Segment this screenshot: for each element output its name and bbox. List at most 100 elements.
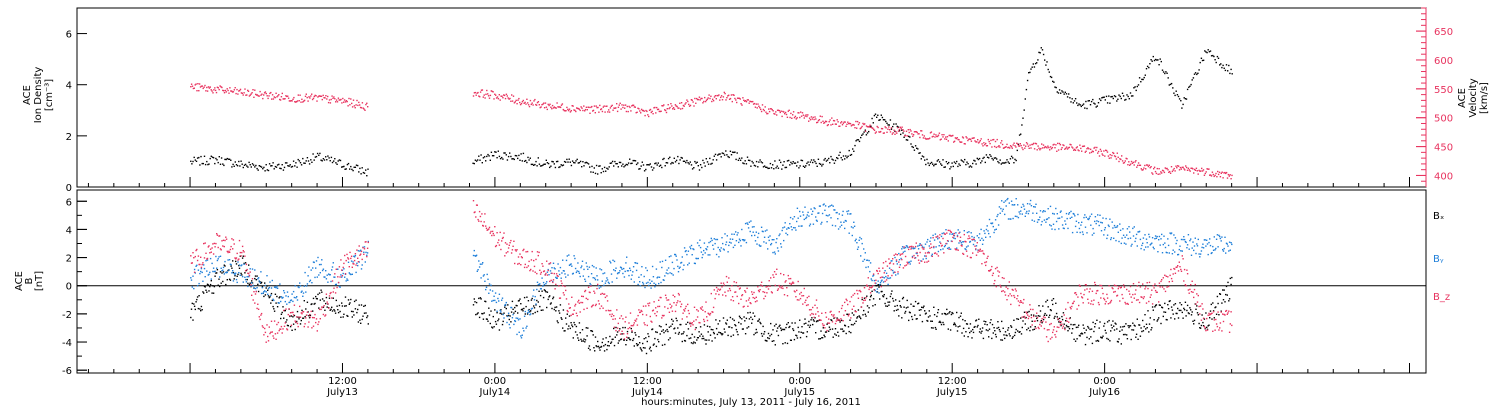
velocity-point <box>359 106 362 109</box>
density-point <box>535 160 537 163</box>
velocity-point <box>264 91 267 93</box>
velocity-point <box>993 145 996 148</box>
velocity-point <box>295 101 297 103</box>
bz-point <box>642 313 644 316</box>
by-point <box>843 221 845 223</box>
density-point <box>210 155 212 157</box>
density-point <box>212 157 215 159</box>
by-point <box>268 286 270 289</box>
bz-point <box>190 262 193 264</box>
density-point <box>888 124 890 126</box>
bx-point <box>1058 321 1060 323</box>
velocity-point <box>908 131 910 134</box>
bz-point <box>540 271 542 274</box>
by-point <box>1228 241 1231 243</box>
by-point <box>554 268 556 270</box>
bx-point <box>903 306 905 308</box>
bx-point <box>357 308 359 311</box>
bx-point <box>216 269 219 271</box>
bx-point <box>321 298 324 300</box>
bx-point <box>212 292 215 294</box>
bx-point <box>1074 340 1077 342</box>
by-point <box>1132 235 1135 237</box>
bx-point <box>198 295 200 297</box>
density-point <box>1186 88 1189 91</box>
by-point <box>1164 242 1166 244</box>
by-point <box>994 219 997 221</box>
velocity-point <box>483 94 485 96</box>
bz-point <box>195 249 197 252</box>
density-point <box>538 163 541 165</box>
bx-point <box>750 316 752 318</box>
by-point <box>286 291 289 293</box>
density-point <box>940 163 942 165</box>
bx-point <box>575 325 578 328</box>
bx-point <box>1058 317 1061 320</box>
velocity-point <box>586 109 588 111</box>
velocity-point <box>526 98 528 100</box>
by-point <box>1040 224 1042 226</box>
bx-point <box>1012 336 1014 338</box>
by-point <box>568 264 571 266</box>
bx-point <box>1115 323 1117 325</box>
velocity-point <box>629 106 631 109</box>
velocity-point <box>554 107 556 109</box>
bz-point <box>209 248 212 250</box>
density-point <box>952 165 954 168</box>
bx-point <box>1078 334 1081 337</box>
bx-point <box>235 260 237 263</box>
density-point <box>981 160 983 162</box>
by-point <box>738 238 741 240</box>
bx-point <box>598 347 600 349</box>
velocity-point <box>584 110 586 112</box>
velocity-point <box>326 98 328 100</box>
velocity-point <box>242 94 244 96</box>
bx-point <box>1021 326 1023 329</box>
velocity-point <box>650 111 652 114</box>
bz-point <box>265 341 267 343</box>
by-point <box>197 269 200 271</box>
by-point <box>627 270 629 272</box>
velocity-point <box>635 112 637 114</box>
velocity-point <box>1018 145 1021 147</box>
by-point <box>1038 219 1040 221</box>
by-point <box>630 278 632 280</box>
by-point <box>832 205 834 207</box>
bx-point <box>565 323 568 325</box>
bx-point <box>347 315 349 317</box>
bx-point <box>325 296 328 299</box>
by-point <box>209 271 211 274</box>
velocity-point <box>293 96 295 99</box>
velocity-point <box>598 111 600 113</box>
velocity-point <box>552 107 555 109</box>
bx-point <box>870 294 872 297</box>
density-point <box>550 165 552 167</box>
by-point <box>1045 218 1048 221</box>
velocity-point <box>657 108 660 110</box>
density-point <box>505 154 507 156</box>
series-by <box>190 197 1233 339</box>
bx-point <box>595 345 597 347</box>
bx-point <box>719 332 722 334</box>
velocity-point <box>888 129 891 131</box>
bx-point <box>950 313 953 316</box>
bx-point <box>306 301 309 303</box>
density-point <box>513 158 515 161</box>
by-point <box>594 277 596 279</box>
bx-point <box>594 336 597 338</box>
bx-point <box>646 340 648 343</box>
density-point <box>701 166 703 169</box>
by-point <box>671 261 674 264</box>
bx-point <box>852 324 854 326</box>
bz-point <box>684 307 687 310</box>
by-point <box>578 270 580 273</box>
bz-point <box>663 314 665 317</box>
bx-point <box>1216 295 1219 298</box>
bx-point <box>955 325 957 327</box>
velocity-point <box>687 100 689 103</box>
bx-point <box>328 297 331 299</box>
velocity-point <box>819 115 821 117</box>
velocity-point <box>195 83 197 85</box>
bx-point <box>626 339 628 341</box>
density-point <box>351 168 353 171</box>
